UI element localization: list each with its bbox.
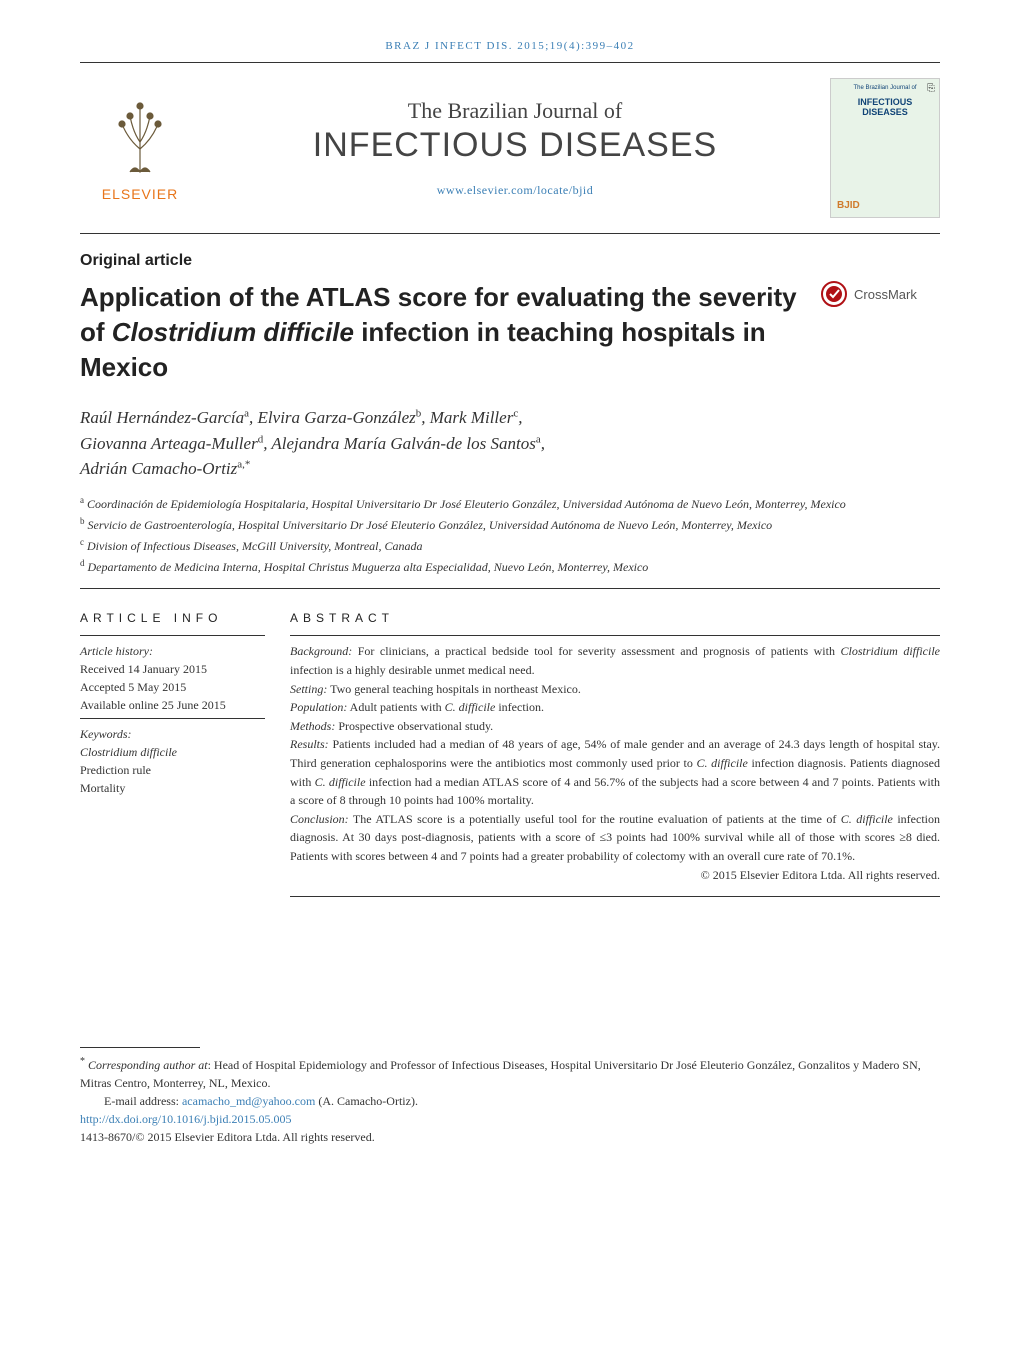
author-5: Alejandra María Galván-de los Santos <box>271 434 535 453</box>
background-text-2: infection is a highly desirable unmet me… <box>290 663 535 677</box>
crossmark-icon <box>820 280 848 308</box>
cover-sub: INFECTIOUS DISEASES <box>837 97 933 117</box>
rule-above-abstract <box>80 588 940 589</box>
elsevier-name: ELSEVIER <box>80 186 200 202</box>
population-species: C. difficile <box>445 700 496 714</box>
results-species-2: C. difficile <box>315 775 366 789</box>
conclusion-label: Conclusion: <box>290 812 349 826</box>
article-info-column: ARTICLE INFO Article history: Received 1… <box>80 609 290 897</box>
copyright: © 2015 Elsevier Editora Ltda. All rights… <box>290 866 940 885</box>
methods-label: Methods: <box>290 719 335 733</box>
author-5-aff: a <box>536 433 541 445</box>
cover-caption: The Brazilian Journal of <box>837 85 933 91</box>
keyword-1: Clostridium difficile <box>80 743 265 761</box>
journal-url[interactable]: www.elsevier.com/locate/bjid <box>210 183 820 198</box>
author-1: Raúl Hernández-García <box>80 408 244 427</box>
author-6: Adrián Camacho-Ortiz <box>80 459 237 478</box>
masthead: ELSEVIER The Brazilian Journal of INFECT… <box>80 63 940 233</box>
affiliations: a Coordinación de Epidemiología Hospital… <box>80 494 940 576</box>
authors: Raúl Hernández-Garcíaa, Elvira Garza-Gon… <box>80 405 940 482</box>
results-label: Results: <box>290 737 329 751</box>
author-2: Elvira Garza-González <box>258 408 416 427</box>
article-title-row: Application of the ATLAS score for evalu… <box>80 280 940 385</box>
article-title: Application of the ATLAS score for evalu… <box>80 280 820 385</box>
email-link[interactable]: acamacho_md@yahoo.com <box>182 1094 315 1108</box>
setting-label: Setting: <box>290 682 327 696</box>
article-title-species: Clostridium difficile <box>112 317 354 347</box>
doi-link[interactable]: http://dx.doi.org/10.1016/j.bjid.2015.05… <box>80 1112 291 1126</box>
crossmark-label: CrossMark <box>854 287 917 302</box>
keyword-2: Prediction rule <box>80 761 265 779</box>
author-1-aff: a <box>244 408 249 420</box>
history-received: Received 14 January 2015 <box>80 662 207 676</box>
affiliation-a: Coordinación de Epidemiología Hospitalar… <box>87 497 846 511</box>
email-who: (A. Camacho-Ortiz). <box>315 1094 418 1108</box>
article-info-heading: ARTICLE INFO <box>80 609 265 627</box>
affiliation-b: Servicio de Gastroenterología, Hospital … <box>88 518 773 532</box>
journal-pretitle: The Brazilian Journal of <box>210 98 820 124</box>
info-abstract-row: ARTICLE INFO Article history: Received 1… <box>80 595 940 897</box>
article-history-label: Article history: <box>80 644 153 658</box>
methods-text: Prospective observational study. <box>335 719 493 733</box>
background-text-1: For clinicians, a practical bedside tool… <box>352 644 840 658</box>
population-text-1: Adult patients with <box>347 700 444 714</box>
setting-text: Two general teaching hospitals in northe… <box>327 682 581 696</box>
author-3: Mark Miller <box>430 408 514 427</box>
journal-title-block: The Brazilian Journal of INFECTIOUS DISE… <box>200 98 830 198</box>
population-text-2: infection. <box>495 700 544 714</box>
author-6-aff: a,* <box>237 459 250 471</box>
keyword-3: Mortality <box>80 779 265 797</box>
author-4-aff: d <box>258 433 264 445</box>
background-species: Clostridium difficile <box>840 644 940 658</box>
history-online: Available online 25 June 2015 <box>80 698 226 712</box>
author-3-aff: c <box>513 408 518 420</box>
author-2-aff: b <box>416 408 422 420</box>
email-label: E-mail address: <box>104 1094 182 1108</box>
history-accepted: Accepted 5 May 2015 <box>80 680 186 694</box>
affiliation-d: Departamento de Medicina Interna, Hospit… <box>88 560 649 574</box>
author-4: Giovanna Arteaga-Muller <box>80 434 258 453</box>
journal-cover-thumbnail: ⎘ The Brazilian Journal of INFECTIOUS DI… <box>830 78 940 218</box>
footnotes: * Corresponding author at: Head of Hospi… <box>80 1047 940 1146</box>
population-label: Population: <box>290 700 347 714</box>
crossmark-badge[interactable]: CrossMark <box>820 280 940 308</box>
results-text-3: infection had a median ATLAS score of 4 … <box>290 775 940 808</box>
journal-title: INFECTIOUS DISEASES <box>210 126 820 165</box>
abstract-column: ABSTRACT Background: For clinicians, a p… <box>290 609 940 897</box>
background-label: Background: <box>290 644 352 658</box>
conclusion-text-1: The ATLAS score is a potentially useful … <box>349 812 841 826</box>
cover-bjid: BJID <box>837 200 860 211</box>
rule-masthead-bottom <box>80 233 940 234</box>
corr-star-icon: * <box>80 1056 85 1067</box>
issn-line: 1413-8670/© 2015 Elsevier Editora Ltda. … <box>80 1128 940 1146</box>
conclusion-species: C. difficile <box>841 812 893 826</box>
keywords-label: Keywords: <box>80 727 132 741</box>
elsevier-tree-icon <box>80 94 200 184</box>
results-species-1: C. difficile <box>697 756 748 770</box>
corr-label: Corresponding author at <box>88 1058 208 1072</box>
affiliation-c: Division of Infectious Diseases, McGill … <box>87 539 423 553</box>
abstract-heading: ABSTRACT <box>290 609 940 628</box>
elsevier-logo: ELSEVIER <box>80 94 200 202</box>
section-label: Original article <box>80 252 940 270</box>
running-head: BRAZ J INFECT DIS. 2015;19(4):399–402 <box>80 40 940 52</box>
